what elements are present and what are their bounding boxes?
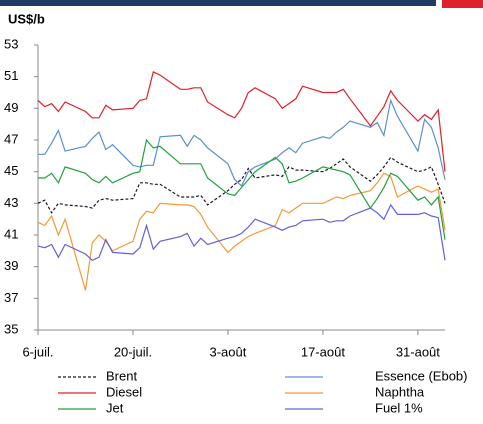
series-line — [38, 138, 446, 240]
series-line — [37, 156, 446, 214]
y-tick-label: 41 — [4, 226, 18, 241]
y-tick-label: 35 — [4, 321, 18, 336]
series-line — [37, 71, 446, 172]
legend-label: Essence (Ebob) — [375, 368, 468, 383]
y-tick-label: 45 — [4, 163, 18, 178]
y-tick-label: 51 — [4, 68, 18, 83]
legend-label: Diesel — [106, 384, 142, 399]
legend-label: Naphtha — [375, 384, 425, 399]
y-axis-unit: US$/b — [8, 11, 45, 26]
y-tick-label: 43 — [4, 195, 18, 210]
header-accent — [442, 0, 483, 8]
x-tick-label: 17-août — [301, 344, 345, 359]
y-tick-label: 49 — [4, 100, 18, 115]
y-tick-label: 37 — [4, 290, 18, 305]
series-line — [37, 203, 446, 262]
y-tick-label: 47 — [4, 131, 18, 146]
legend-label: Jet — [106, 400, 124, 415]
x-tick-label: 3-août — [209, 344, 246, 359]
series-line — [38, 98, 446, 187]
header-bar — [0, 0, 436, 6]
legend-label: Brent — [106, 368, 137, 383]
x-tick-label: 20-juil. — [114, 344, 152, 359]
x-tick-label: 31-août — [396, 344, 440, 359]
y-tick-label: 53 — [4, 36, 18, 51]
series-line — [37, 172, 446, 291]
legend-label: Fuel 1% — [375, 400, 423, 415]
x-tick-label: 6-juil. — [22, 344, 53, 359]
y-tick-label: 39 — [4, 258, 18, 273]
